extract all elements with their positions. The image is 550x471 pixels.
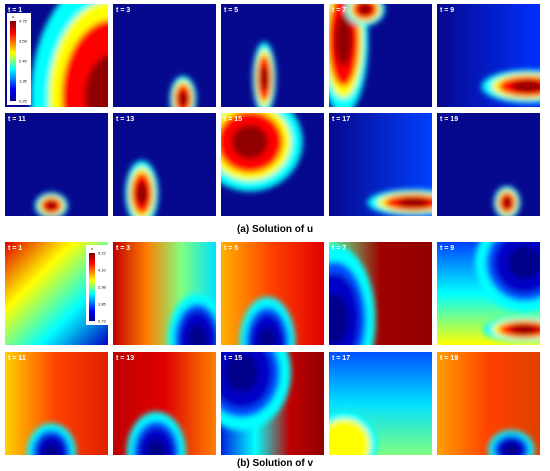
panel-v: t = 17: [329, 352, 432, 455]
heatmap-features: [481, 69, 540, 103]
time-label: t = 15: [224, 116, 242, 123]
panel-u: t = 13: [113, 113, 216, 216]
colorbar-label: 3.58: [19, 39, 28, 44]
colorbar-label: 4.75: [19, 19, 28, 24]
colorbar-title: v: [91, 246, 93, 251]
colorbar-label: 0.25: [19, 99, 28, 104]
heatmap-features: [221, 113, 303, 192]
heatmap-features: [126, 411, 186, 455]
panel-u: t = 7: [329, 4, 432, 107]
panel-v: t = 11: [5, 352, 108, 455]
time-label: t = 17: [332, 355, 350, 362]
time-label: t = 3: [116, 245, 130, 252]
time-label: t = 9: [440, 7, 454, 14]
heatmap-features: [221, 352, 292, 431]
colorbar-label: 1.35: [19, 79, 28, 84]
heatmap-background: [113, 4, 216, 107]
time-label: t = 5: [224, 245, 238, 252]
time-label: t = 7: [332, 245, 346, 252]
time-label: t = 1: [8, 245, 22, 252]
time-label: t = 5: [224, 7, 238, 14]
panel-v: t = 19: [437, 352, 540, 455]
time-label: t = 3: [116, 7, 130, 14]
time-label: t = 11: [8, 355, 26, 362]
colorbar: v 5.22 4.10 2.98 1.85 0.73: [86, 245, 108, 325]
heatmap-features: [34, 192, 68, 216]
panel-v: t = 9: [437, 242, 540, 345]
time-label: t = 17: [332, 116, 350, 123]
colorbar-label: 2.45: [19, 59, 28, 64]
time-label: t = 13: [116, 355, 134, 362]
heatmap-features: [475, 242, 540, 343]
colorbar-label: 2.98: [98, 285, 107, 290]
time-label: t = 19: [440, 355, 458, 362]
caption-v: (b) Solution of v: [237, 458, 314, 469]
panel-v: t = 13: [113, 352, 216, 455]
time-label: t = 9: [440, 245, 454, 252]
heatmap-features: [493, 186, 521, 216]
heatmap-features: [26, 423, 77, 455]
time-label: t = 13: [116, 116, 134, 123]
panel-u: t = 11: [5, 113, 108, 216]
panel-u: t = 17: [329, 113, 432, 216]
caption-u: (a) Solution of u: [237, 224, 313, 235]
colorbar-gradient: [89, 253, 95, 321]
panel-u: t = 5: [221, 4, 324, 107]
colorbar-label: 4.10: [98, 268, 107, 273]
panel-v: t = 15: [221, 352, 324, 455]
panel-v: t = 5: [221, 242, 324, 345]
panel-u: t = 19: [437, 113, 540, 216]
time-label: t = 15: [224, 355, 242, 362]
panel-u: t = 1: [5, 4, 108, 107]
panel-u: t = 3: [113, 4, 216, 107]
time-label: t = 11: [8, 116, 26, 123]
heatmap-features: [167, 293, 216, 345]
heatmap-features: [169, 75, 197, 107]
colorbar-label: 5.22: [98, 251, 107, 256]
panels: t = 1 t = 3 t = 5 t = 7 t = 9 t = 11 t = 13 t =…: [5, 4, 540, 455]
colorbar-label: 0.73: [98, 319, 107, 324]
panel-v: t = 7: [329, 242, 432, 345]
heatmap-features: [239, 296, 296, 345]
heatmap-features: [329, 245, 376, 345]
heatmap-features: [30, 4, 108, 107]
panel-u: t = 15: [221, 113, 324, 216]
time-label: t = 19: [440, 116, 458, 123]
colorbar-title: u: [12, 14, 14, 19]
heatmap-features: [329, 411, 378, 455]
heatmap-features: [488, 430, 535, 455]
colorbar-label: 1.85: [98, 302, 107, 307]
heatmap-background: [437, 113, 540, 216]
panel-v: t = 3: [113, 242, 216, 345]
colorbar-gradient: [10, 21, 16, 101]
time-label: t = 7: [332, 7, 346, 14]
heatmap-features: [367, 189, 432, 216]
time-label: t = 1: [8, 7, 22, 14]
panel-u: t = 9: [437, 4, 540, 107]
heatmap-features: [329, 4, 385, 107]
heatmap-features: [252, 41, 276, 107]
heatmap-features: [125, 160, 159, 216]
colorbar: u 4.75 3.58 2.45 1.35 0.25: [7, 13, 31, 105]
